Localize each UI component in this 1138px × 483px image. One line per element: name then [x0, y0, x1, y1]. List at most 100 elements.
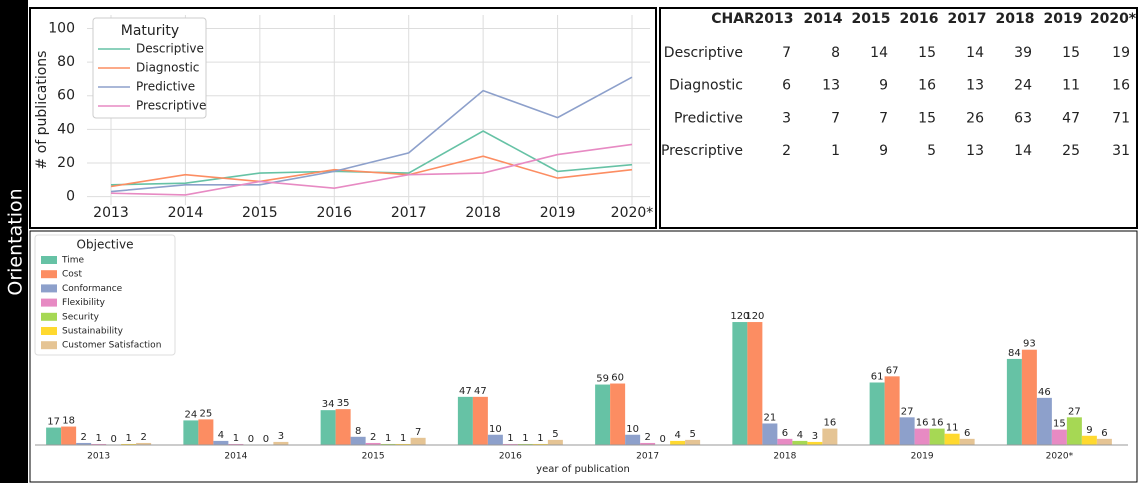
- table-row-label: Diagnostic: [669, 78, 743, 94]
- bar-value-label: 1: [400, 433, 406, 444]
- legend-swatch: [41, 327, 57, 335]
- x-tick-label: 2016: [316, 205, 352, 221]
- legend-title: Maturity: [121, 23, 179, 39]
- x-axis-label: year of publication: [536, 464, 630, 475]
- y-tick-label: 60: [57, 88, 75, 104]
- bar: [732, 322, 748, 445]
- bar-value-label: 47: [474, 386, 487, 397]
- legend-label: Predictive: [136, 80, 195, 94]
- bar: [777, 438, 793, 445]
- bar-value-label: 34: [322, 399, 335, 410]
- line-panel: [29, 7, 657, 229]
- bar: [1006, 358, 1022, 445]
- table-cell: 13: [822, 78, 840, 94]
- x-tick-label: 2015: [242, 205, 278, 221]
- bar-value-label: 59: [596, 374, 609, 385]
- bar-value-label: 16: [931, 418, 944, 429]
- bar: [899, 417, 915, 445]
- legend-swatch: [41, 270, 57, 279]
- bar: [183, 420, 199, 445]
- bar: [914, 428, 930, 445]
- bar: [869, 382, 885, 445]
- bar-value-label: 11: [946, 423, 959, 434]
- bar: [685, 439, 701, 445]
- table-cell: 15: [918, 110, 936, 126]
- x-tick-label: 2018: [465, 205, 501, 221]
- table-cell: 15: [918, 45, 936, 61]
- bar: [91, 443, 107, 445]
- table-cell: 11: [1062, 78, 1080, 94]
- bar-value-label: 61: [871, 372, 884, 383]
- bar: [350, 436, 366, 445]
- legend-label: Flexibility: [62, 298, 106, 308]
- bar: [1096, 438, 1112, 445]
- bar: [335, 409, 351, 445]
- legend-swatch: [41, 341, 57, 350]
- y-tick-label: 100: [48, 20, 75, 36]
- x-tick-label: 2020*: [611, 205, 654, 221]
- bar: [380, 443, 396, 445]
- bar-value-label: 0: [263, 434, 269, 445]
- x-tick-label: 2015: [362, 452, 385, 462]
- table-row-label: Descriptive: [664, 45, 743, 61]
- bar-value-label: 9: [1086, 425, 1092, 436]
- bar-value-label: 5: [689, 429, 695, 440]
- bar-value-label: 2: [644, 432, 650, 443]
- x-tick-label: 2017: [636, 452, 659, 462]
- bar-value-label: 2: [140, 432, 146, 443]
- bar-value-label: 4: [218, 430, 224, 441]
- bar: [121, 443, 137, 445]
- x-tick-label: 2014: [168, 205, 204, 221]
- bar-value-label: 4: [797, 430, 803, 441]
- table-cell: 39: [1014, 45, 1032, 61]
- legend-box: [92, 17, 207, 119]
- bar: [46, 427, 62, 445]
- table-header: 2019: [1044, 11, 1083, 27]
- bar: [76, 442, 92, 445]
- bar-value-label: 6: [964, 428, 970, 439]
- table-row-label: Predictive: [674, 110, 743, 126]
- table-cell: 7: [782, 45, 791, 61]
- bar-value-label: 1: [233, 433, 239, 444]
- x-tick-label: 2014: [224, 452, 247, 462]
- bar-panel: [29, 230, 1138, 483]
- table-cell: 7: [879, 110, 888, 126]
- y-tick-label: 40: [57, 121, 75, 137]
- table-cell: 25: [1062, 143, 1080, 159]
- bar-value-label: 2: [370, 432, 376, 443]
- table-cell: 5: [927, 143, 936, 159]
- table-cell: 13: [966, 143, 984, 159]
- legend-label: Conformance: [62, 284, 123, 294]
- table-header: 2020*: [1090, 11, 1137, 27]
- bar: [273, 441, 289, 445]
- bar-value-label: 67: [886, 365, 899, 376]
- y-tick-label: 20: [57, 155, 75, 171]
- bar: [1021, 349, 1037, 445]
- bar-value-label: 1: [95, 433, 101, 444]
- bar-value-label: 120: [745, 311, 764, 322]
- x-tick-label: 2013: [87, 452, 110, 462]
- bar-value-label: 1: [507, 433, 513, 444]
- bar: [532, 443, 548, 445]
- bar-value-label: 120: [730, 311, 749, 322]
- bar-value-label: 8: [355, 426, 361, 437]
- table-cell: 9: [879, 78, 888, 94]
- legend-swatch: [41, 284, 57, 293]
- table-header: 2016: [900, 11, 939, 27]
- bar: [457, 396, 473, 445]
- bar-value-label: 84: [1008, 348, 1021, 359]
- y-tick-label: 80: [57, 54, 75, 70]
- bar-value-label: 60: [611, 373, 624, 384]
- bar: [502, 443, 518, 445]
- table-cell: 31: [1112, 143, 1130, 159]
- table-row-label: Prescriptive: [661, 143, 743, 159]
- x-tick-label: 2019: [911, 452, 934, 462]
- bar: [640, 442, 656, 445]
- bar: [944, 433, 960, 445]
- bar: [517, 443, 533, 445]
- bar-value-label: 1: [385, 433, 391, 444]
- bar: [1081, 435, 1097, 445]
- table-cell: 15: [1062, 45, 1080, 61]
- table-header: CHAR: [711, 11, 755, 27]
